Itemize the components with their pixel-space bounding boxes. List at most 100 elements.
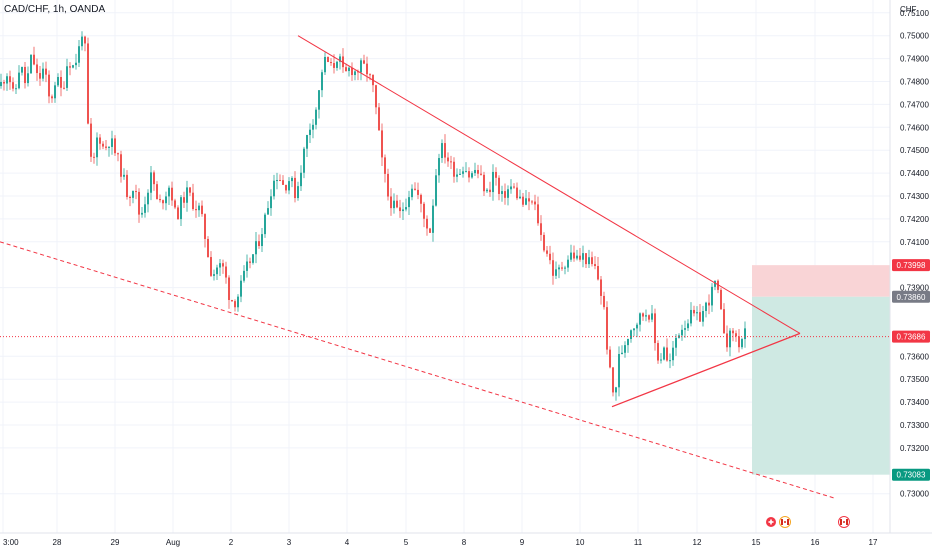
candle-body (294, 177, 296, 199)
candle-body (552, 260, 554, 276)
candle-body (189, 187, 191, 193)
take-profit-zone (752, 296, 890, 475)
ascending-support-line (611, 332, 801, 408)
candle-body (597, 266, 599, 280)
price-axis-tick: 0.75100 (900, 9, 929, 18)
price-tag-label: 0.73998 (897, 261, 926, 270)
price-tag-label: 0.73083 (897, 471, 926, 480)
candle-body (3, 82, 5, 84)
candle-body (705, 302, 707, 312)
candle-body (480, 173, 482, 175)
candle-body (141, 212, 143, 215)
time-axis-label: 5 (404, 538, 409, 547)
candle-body (108, 146, 110, 148)
candle-body (624, 345, 626, 353)
candle-body (708, 302, 710, 306)
candle-body (447, 157, 449, 162)
candle-body (618, 354, 620, 388)
event-markers[interactable] (766, 516, 850, 528)
candle-body (354, 71, 356, 76)
candle-body (144, 204, 146, 213)
canada-flag-icon[interactable] (838, 516, 850, 528)
candle-body (495, 171, 497, 178)
candle-body (720, 289, 722, 310)
price-axis[interactable]: 0.75100 0.75000 0.74900 0.74800 0.74700 0.746… (900, 9, 929, 499)
candle-body (285, 184, 287, 191)
candle-body (162, 200, 164, 204)
candle-body (315, 109, 317, 125)
candle-body (588, 257, 590, 265)
candle-body (60, 76, 62, 88)
candle-body (180, 197, 182, 220)
candle-body (606, 307, 608, 350)
price-tag-label: 0.73860 (897, 293, 926, 302)
candle-body (681, 329, 683, 336)
candle-body (666, 347, 668, 361)
candle-body (9, 76, 11, 83)
candle-body (477, 169, 479, 174)
chart-background (0, 0, 890, 533)
candle-body (729, 330, 731, 348)
candle-body (366, 63, 368, 75)
candle-body (348, 67, 350, 72)
candle-body (633, 328, 635, 331)
candle-body (711, 286, 713, 306)
price-axis-tick: 0.73400 (900, 398, 929, 407)
candle-body (357, 71, 359, 73)
candle-body (636, 324, 638, 329)
candle-body (216, 267, 218, 275)
candle-body (345, 67, 347, 72)
candle-body (87, 43, 89, 124)
candle-body (375, 85, 377, 108)
candle-body (534, 201, 536, 205)
candle-body (297, 186, 299, 199)
candle-body (456, 174, 458, 177)
candle-body (609, 349, 611, 368)
plus-event-icon[interactable] (766, 517, 776, 527)
candle-body (336, 61, 338, 68)
time-axis-label: Aug (166, 538, 180, 547)
price-axis-tick: 0.74700 (900, 100, 929, 109)
price-tag-bg (892, 468, 930, 481)
price-axis-tick: 0.73600 (900, 352, 929, 361)
canada-flag-icon[interactable] (779, 516, 791, 528)
candle-body (51, 96, 53, 99)
price-axis-tick: 0.74400 (900, 169, 929, 178)
time-axis[interactable]: 3:00 28 29 Aug 2 3 4 5 8 9 10 11 12 15 16 17 (3, 538, 878, 547)
candle-body (156, 184, 158, 200)
candle-body (549, 253, 551, 261)
candle-body (615, 387, 617, 393)
candle-body (411, 188, 413, 198)
time-axis-label: 8 (462, 538, 467, 547)
time-axis-label: 15 (752, 538, 761, 547)
candle-body (165, 196, 167, 204)
candle-body (72, 65, 74, 68)
candle-body (405, 207, 407, 210)
candle-body (363, 60, 365, 64)
candle-body (252, 254, 254, 263)
candle-body (120, 154, 122, 177)
candle-body (129, 197, 131, 199)
candle-body (507, 189, 509, 198)
candle-body (531, 201, 533, 203)
trendline-drawings[interactable] (0, 35, 836, 499)
candle-body (153, 172, 155, 185)
price-axis-currency: CHF (900, 5, 917, 14)
candle-body (132, 191, 134, 198)
candle-body (300, 172, 302, 187)
candle-body (111, 138, 113, 147)
candle-body (504, 191, 506, 198)
candle-body (543, 234, 545, 251)
candle-body (462, 171, 464, 174)
candle-body (537, 204, 539, 224)
candle-body (675, 337, 677, 348)
price-tag-label: 0.73686 (897, 333, 926, 342)
candle-body (246, 261, 248, 271)
candle-body (93, 156, 95, 158)
candle-body (249, 261, 251, 263)
candle-body (669, 360, 671, 362)
candle-body (582, 253, 584, 260)
candle-body (240, 280, 242, 297)
price-axis-tick: 0.74800 (900, 78, 929, 87)
